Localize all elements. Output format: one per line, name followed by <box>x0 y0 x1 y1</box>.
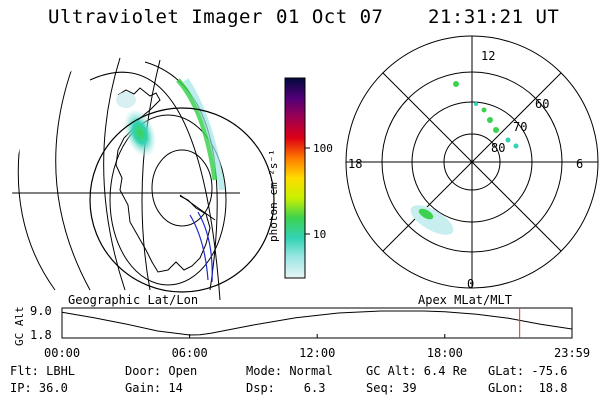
earth-limb <box>89 107 275 293</box>
status-filter: Flt: LBHL <box>10 364 76 378</box>
aurora-spot <box>513 143 519 149</box>
altitude-axis-label: GC Alt <box>13 306 26 346</box>
x-tick-label: 12:00 <box>299 346 335 360</box>
magnetic-polar-plot <box>345 35 599 289</box>
terminator-line <box>189 214 209 281</box>
header-date: 01 Oct 07 <box>276 6 384 28</box>
mlat-label-70: 70 <box>513 120 527 134</box>
meridian-line <box>103 57 126 291</box>
aurora-spot <box>453 81 459 87</box>
aurora-spot <box>481 107 487 113</box>
mlt-label-12: 12 <box>481 49 495 63</box>
colorbar-tick-label: 100 <box>313 142 333 155</box>
status-glon: GLon: 18.8 <box>488 381 568 395</box>
aurora-emission <box>116 92 136 108</box>
y-tick-label: 9.0 <box>30 304 52 318</box>
x-tick-label: 06:00 <box>172 346 208 360</box>
latitude-ring <box>109 114 227 286</box>
geographic-map <box>0 40 275 301</box>
status-ip: IP: 36.0 <box>10 381 68 395</box>
meridian-line <box>141 59 161 291</box>
status-mode: Mode: Normal <box>246 364 333 378</box>
status-seq: Seq: 39 <box>366 381 417 395</box>
aurora-spot <box>487 117 493 123</box>
coastline <box>115 87 211 273</box>
left-panel-caption: Geographic Lat/Lon <box>68 293 198 307</box>
x-tick-label: 00:00 <box>44 346 80 360</box>
altitude-plot-frame <box>61 307 573 339</box>
mlt-label-0: 0 <box>467 277 474 291</box>
x-tick-label: 18:00 <box>427 346 463 360</box>
status-gain: Gain: 14 <box>125 381 183 395</box>
colorbar-tick-label: 10 <box>313 228 326 241</box>
mlat-label-60: 60 <box>535 97 549 111</box>
y-tick-label: 1.8 <box>30 328 52 342</box>
aurora-spot <box>474 102 478 106</box>
colorbar-scale <box>284 77 306 279</box>
colorbar: 100 10 photon cm⁻²s⁻¹ <box>267 77 333 279</box>
header-time: 21:31:21 UT <box>428 6 560 28</box>
meridian-line <box>55 59 91 291</box>
status-door: Door: Open <box>125 364 198 378</box>
status-dsp: Dsp: 6.3 <box>246 381 326 395</box>
aurora-emission <box>124 109 156 157</box>
mlat-label-80: 80 <box>491 141 505 155</box>
colorbar-unit-label: photon cm⁻²s⁻¹ <box>267 149 280 242</box>
aurora-oval <box>176 78 218 181</box>
altitude-series-line <box>61 310 572 336</box>
aurora-spot <box>505 137 511 143</box>
x-tick-label: 23:59 <box>554 346 590 360</box>
aurora-spot <box>493 127 499 133</box>
altitude-track: 00:00 06:00 12:00 18:00 23:59 9.0 1.8 <box>30 304 590 360</box>
status-gc-alt: GC Alt: 6.4 Re <box>366 364 468 378</box>
right-panel-caption: Apex MLat/MLT <box>418 293 512 307</box>
mlt-label-18: 18 <box>348 157 362 171</box>
mlt-label-6: 6 <box>576 157 583 171</box>
mlt-axis-diagonal <box>382 72 562 252</box>
latitude-ring <box>151 149 213 227</box>
instrument-title: Ultraviolet Imager <box>48 6 263 28</box>
latitude-line <box>89 71 221 301</box>
status-glat: GLat: -75.6 <box>488 364 568 378</box>
